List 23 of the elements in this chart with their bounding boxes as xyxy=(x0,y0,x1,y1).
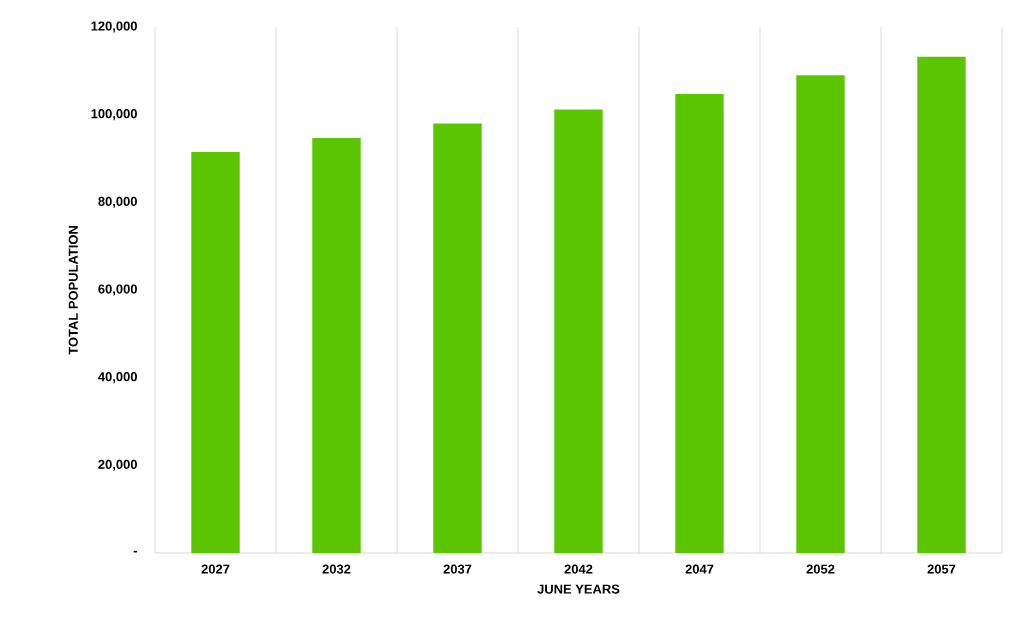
y-tick-label: 100,000 xyxy=(91,109,137,121)
y-tick-label: 120,000 xyxy=(91,21,137,33)
y-tick-label: - xyxy=(133,550,137,553)
bar xyxy=(554,109,603,553)
bar xyxy=(191,151,240,553)
y-tick-label: 40,000 xyxy=(98,372,137,384)
x-axis-title: JUNE YEARS xyxy=(537,584,620,594)
bar xyxy=(675,94,724,553)
bar xyxy=(917,56,966,553)
y-tick-label: 80,000 xyxy=(98,196,137,208)
x-tick-label: 2037 xyxy=(443,564,472,574)
x-tick-label: 2052 xyxy=(806,564,835,574)
x-tick-label: 2032 xyxy=(322,564,351,574)
x-tick-label: 2057 xyxy=(927,564,956,574)
x-tick-label: 2042 xyxy=(564,564,593,574)
y-tick-label: 60,000 xyxy=(98,284,137,296)
bar xyxy=(796,75,845,553)
x-tick-label: 2027 xyxy=(201,564,230,574)
y-tick-label: 20,000 xyxy=(98,459,137,471)
bar xyxy=(312,137,361,553)
y-axis-title: TOTAL POPULATION xyxy=(68,226,78,355)
bar xyxy=(433,123,482,553)
x-tick-label: 2047 xyxy=(685,564,714,574)
